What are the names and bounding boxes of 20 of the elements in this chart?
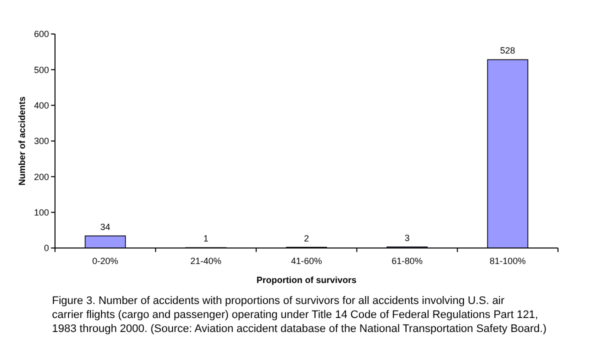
data-label: 3 xyxy=(404,232,410,243)
y-tick-label: 100 xyxy=(34,207,49,218)
x-axis-title: Proportion of survivors xyxy=(256,275,357,285)
y-tick-label: 300 xyxy=(34,136,49,146)
y-tick-label: 200 xyxy=(34,172,49,182)
x-tick-label: 41-60% xyxy=(290,256,322,266)
x-tick-label: 21-40% xyxy=(190,256,222,266)
y-axis-title: Number of accidents xyxy=(17,96,27,186)
y-tick-label: 600 xyxy=(34,29,49,40)
data-label: 2 xyxy=(304,233,310,244)
data-label: 1 xyxy=(203,234,208,244)
y-tick-label: 0 xyxy=(44,243,49,254)
data-label: 528 xyxy=(500,46,516,56)
x-tick-label: 81-100% xyxy=(490,256,526,266)
y-tick-label: 400 xyxy=(34,100,49,110)
caption: Figure 3. Number of accidents with proportions of survivors for all accidents involving U.S. air carrier flights (cargo and passenger) operating under Title 14 Code of Federal Regulations Part 121, 1983 through 2000. (Source: Aviation accident database of the National Transportation Safety Board.) xyxy=(52,295,547,335)
x-tick-label: 61-80% xyxy=(392,256,423,266)
y-tick-label: 500 xyxy=(34,64,49,75)
data-label: 34 xyxy=(100,222,110,232)
x-tick-label: 0-20% xyxy=(92,256,118,266)
